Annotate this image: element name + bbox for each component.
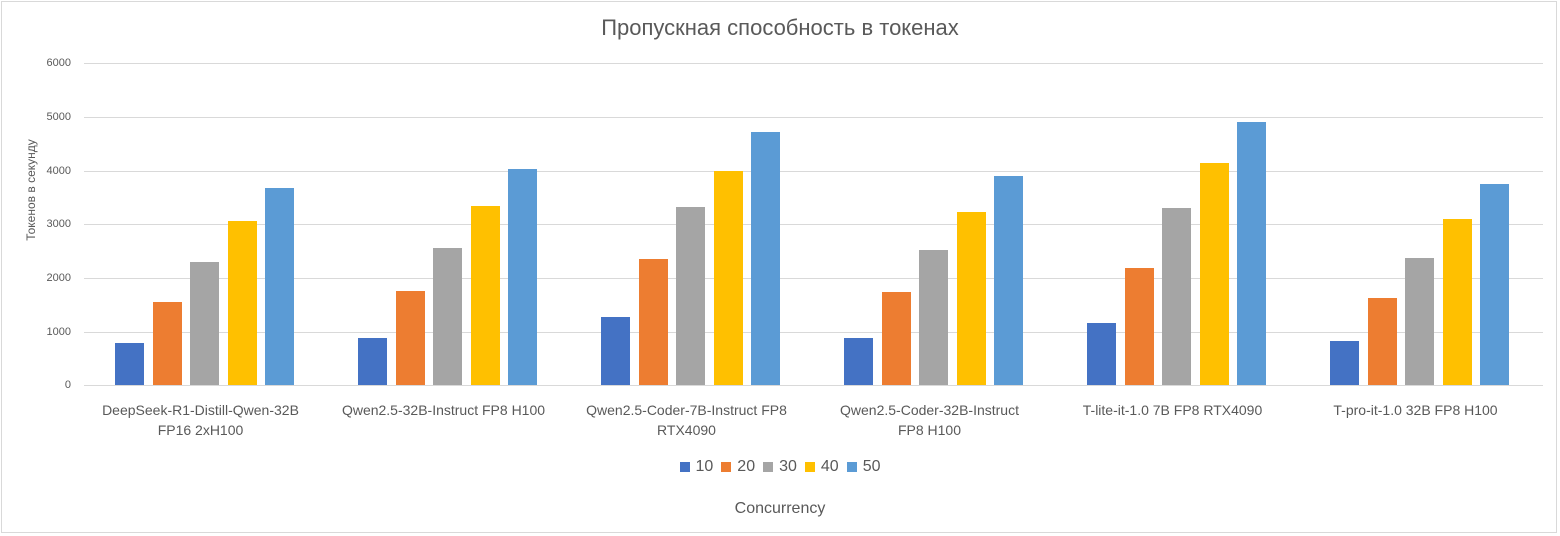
x-category-label-line: RTX4090 [657,422,716,438]
bar-series-20 [395,290,425,386]
y-tick-label: 0 [64,379,71,392]
bar-series-30 [1405,258,1434,386]
legend: 10 20 30 40 50 [0,458,1560,477]
bar-series-50 [1237,122,1266,386]
legend-swatch-icon [804,462,815,472]
gridline [84,385,1543,386]
x-category-label-line: Qwen2.5-32B-Instruct FP8 H100 [341,402,546,418]
gridline [84,171,1543,172]
bar-series-10 [844,337,873,386]
bar-series-10 [115,343,144,386]
legend-label: 40 [820,458,839,475]
x-category-label: T-pro-it-1.0 32B FP8 H100 [1294,400,1537,440]
bar-series-20 [1124,267,1154,386]
bar-series-20 [881,292,911,386]
legend-swatch-icon [846,462,857,472]
bar-series-10 [358,337,387,386]
x-category-label-line: T-lite-it-1.0 7B FP8 RTX4090 [1082,402,1263,418]
legend-item-20: 20 [721,458,755,476]
bar-series-30 [1162,208,1191,386]
bar-series-40 [227,221,257,386]
bar-series-30 [676,207,705,386]
y-tick-label: 5000 [46,111,71,124]
gridline [84,117,1543,118]
y-tick-label: 4000 [46,164,71,177]
legend-item-10: 10 [679,458,714,476]
gridline [84,63,1543,64]
x-category-label: Qwen2.5-Coder-7B-Instruct FP8 RTX4090 [565,400,808,440]
gridline [84,332,1543,333]
legend-label: 30 [779,458,797,475]
x-category-label: DeepSeek-R1-Distill-Qwen-32B FP16 2xH100 [79,400,322,440]
bar-series-40 [1199,163,1229,386]
x-category-label-line [1294,420,1537,440]
bar-series-30 [433,248,462,386]
x-category-label: Qwen2.5-Coder-32B-Instruct FP8 H100 [808,400,1051,440]
x-category-label: T-lite-it-1.0 7B FP8 RTX4090 [1051,400,1294,440]
legend-item-50: 50 [846,458,881,476]
gridline [84,224,1543,225]
bar-series-30 [919,250,948,386]
bar-series-20 [152,301,182,386]
bar-series-50 [994,175,1023,386]
x-category-label-line: DeepSeek-R1-Distill-Qwen-32B [102,402,299,418]
x-axis-title: Concurrency [734,500,826,517]
bar-series-40 [956,212,986,386]
legend-swatch-icon [721,462,732,472]
bar-series-50 [265,187,294,386]
chart-title: Пропускная способность в токенах [601,15,959,40]
bar-series-40 [713,170,743,386]
legend-item-30: 30 [763,458,797,476]
x-category-label: Qwen2.5-32B-Instruct FP8 H100 [322,400,565,440]
bar-series-10 [1330,341,1359,386]
bar-series-50 [751,132,780,386]
bar-series-40 [1442,218,1472,386]
x-category-label-line: FP16 2xH100 [157,422,244,438]
x-category-label-line: Qwen2.5-Coder-32B-Instruct [840,402,1019,418]
bar-series-10 [601,316,630,386]
gridline [84,278,1543,279]
legend-swatch-icon [763,462,774,472]
y-tick-label: 2000 [46,272,71,284]
y-axis-title: Токенов в секунду [24,139,38,241]
y-tick-label: 3000 [46,218,71,231]
x-category-label-line [1051,420,1294,440]
bar-series-40 [470,206,500,386]
y-tick-label: 1000 [46,325,71,338]
legend-label: 50 [862,458,881,475]
y-tick-label: 6000 [46,57,71,70]
legend-label: 20 [737,458,756,475]
bar-series-50 [1480,184,1509,386]
legend-item-40: 40 [804,458,839,476]
legend-label: 10 [695,458,714,475]
bar-series-50 [508,168,537,386]
bar-series-20 [638,259,668,386]
bar-series-10 [1087,323,1116,386]
bar-series-20 [1367,298,1397,386]
legend-swatch-icon [679,462,690,472]
x-category-label-line: Qwen2.5-Coder-7B-Instruct FP8 [586,402,787,418]
x-category-label-line [322,420,565,440]
bar-series-30 [190,262,219,386]
x-category-label-line: T-pro-it-1.0 32B FP8 H100 [1333,402,1498,418]
x-category-label-line: FP8 H100 [897,422,962,438]
